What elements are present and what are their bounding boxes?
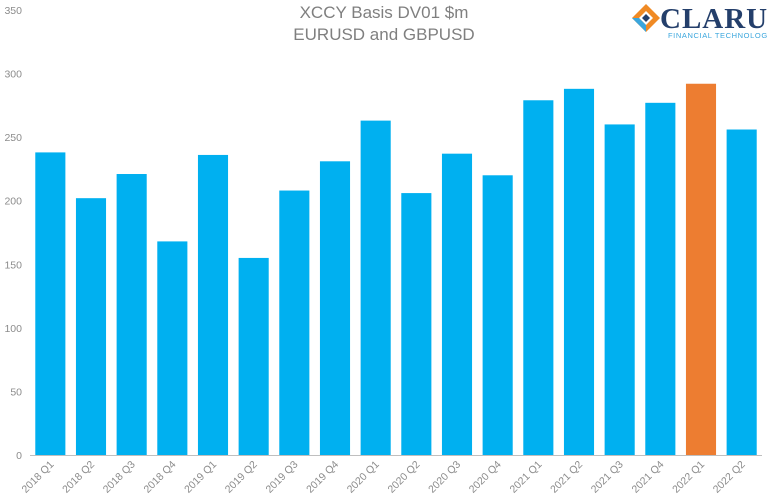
bar-2021-q3 (604, 124, 635, 455)
x-tick-label: 2019 Q2 (223, 459, 260, 496)
x-tick-label: 2021 Q4 (629, 459, 666, 496)
y-tick-label: 0 (16, 450, 22, 462)
logo-tagline: FINANCIAL TECHNOLOGY (668, 31, 768, 40)
bar-2021-q2 (563, 88, 595, 455)
bar-2020-q2 (401, 193, 432, 456)
bar-2019-q3 (279, 190, 310, 456)
bar-2018-q1 (35, 152, 66, 455)
bar-2019-q1 (197, 154, 229, 455)
bar-2018-q2 (75, 198, 107, 455)
chart-title: XCCY Basis DV01 $m (300, 3, 469, 22)
y-tick-label: 200 (4, 196, 22, 208)
x-tick-label: 2018 Q1 (19, 459, 56, 496)
y-tick-label: 250 (4, 132, 22, 144)
logo-name: CLARUS (660, 3, 768, 35)
y-tick-label: 350 (4, 5, 22, 17)
bar-2020-q3 (441, 153, 473, 455)
x-tick-label: 2021 Q1 (507, 459, 544, 496)
bar-2019-q4 (319, 161, 351, 456)
clarus-diamond-icon (632, 4, 660, 32)
x-tick-label: 2020 Q2 (385, 459, 422, 496)
x-tick-label: 2019 Q3 (263, 459, 300, 496)
x-tick-label: 2018 Q2 (60, 459, 97, 496)
bar-series (35, 83, 757, 456)
y-tick-label: 150 (4, 259, 22, 271)
x-tick-label: 2020 Q4 (467, 459, 504, 496)
bar-2022-q2 (726, 129, 757, 455)
x-tick-label: 2018 Q3 (101, 459, 138, 496)
bar-2020-q4 (482, 175, 513, 456)
y-axis: 0 50 100 150 200 250 300 350 (4, 5, 22, 462)
x-tick-label: 2019 Q1 (182, 459, 219, 496)
x-tick-label: 2018 Q4 (141, 459, 178, 496)
y-tick-label: 50 (10, 386, 22, 398)
bar-2021-q1 (523, 100, 554, 456)
y-tick-label: 300 (4, 69, 22, 81)
x-tick-label: 2022 Q1 (670, 459, 707, 496)
chart-subtitle: EURUSD and GBPUSD (293, 25, 474, 44)
bar-2021-q4 (645, 102, 676, 456)
bar-2019-q2 (238, 257, 269, 455)
bar-2022-q1 (685, 83, 717, 455)
x-tick-label: 2019 Q4 (304, 459, 341, 496)
clarus-logo: CLARUS FINANCIAL TECHNOLOGY (632, 3, 768, 40)
x-tick-label: 2021 Q3 (589, 459, 626, 496)
bar-2018-q3 (116, 174, 147, 455)
y-tick-label: 100 (4, 323, 22, 335)
bar-2018-q4 (157, 241, 188, 455)
x-tick-label: 2020 Q1 (345, 459, 382, 496)
x-tick-label: 2021 Q2 (548, 459, 585, 496)
x-tick-label: 2020 Q3 (426, 459, 463, 496)
x-tick-label: 2022 Q2 (711, 459, 748, 496)
bar-2020-q1 (360, 120, 391, 455)
x-axis: 2018 Q1 2018 Q2 2018 Q3 2018 Q4 2019 Q1 2019 … (19, 459, 747, 496)
